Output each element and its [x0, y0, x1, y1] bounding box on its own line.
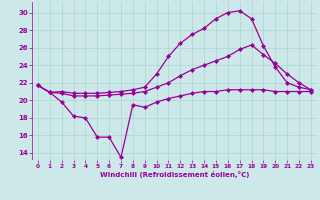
X-axis label: Windchill (Refroidissement éolien,°C): Windchill (Refroidissement éolien,°C): [100, 171, 249, 178]
